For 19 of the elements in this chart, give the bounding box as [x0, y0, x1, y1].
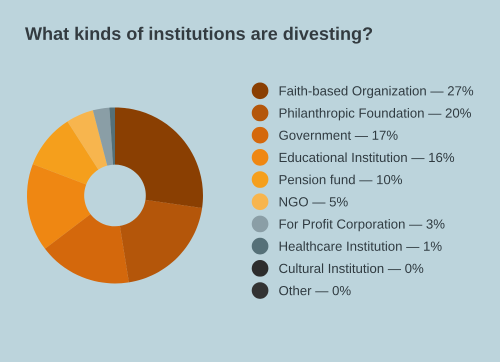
chart-title: What kinds of institutions are divesting? — [25, 26, 372, 44]
legend-label: Government — 17% — [279, 130, 398, 140]
legend-label: Other — 0% — [279, 286, 351, 296]
donut-slice — [44, 214, 129, 284]
legend-label: Philanthropic Foundation — 20% — [280, 108, 471, 120]
legend-label: Educational Institution — 16% — [280, 152, 454, 162]
legend-label: Pension fund — 10% — [280, 174, 402, 184]
legend-label: Healthcare Institution — 1% — [280, 241, 442, 251]
donut-slice — [109, 107, 115, 165]
donut-slice — [120, 200, 202, 282]
donut-slice — [115, 107, 203, 208]
legend-label: Cultural Institution — 0% — [279, 263, 424, 274]
donut-slice — [32, 121, 98, 184]
legend-label: For Profit Corporation — 3% — [280, 219, 445, 232]
legend-label: NGO — 5% — [280, 197, 348, 206]
donut-slice — [27, 164, 90, 249]
legend-label: Faith-based Organization — 27% — [280, 86, 474, 98]
donut-slice — [92, 108, 114, 166]
donut-slice — [67, 110, 108, 170]
